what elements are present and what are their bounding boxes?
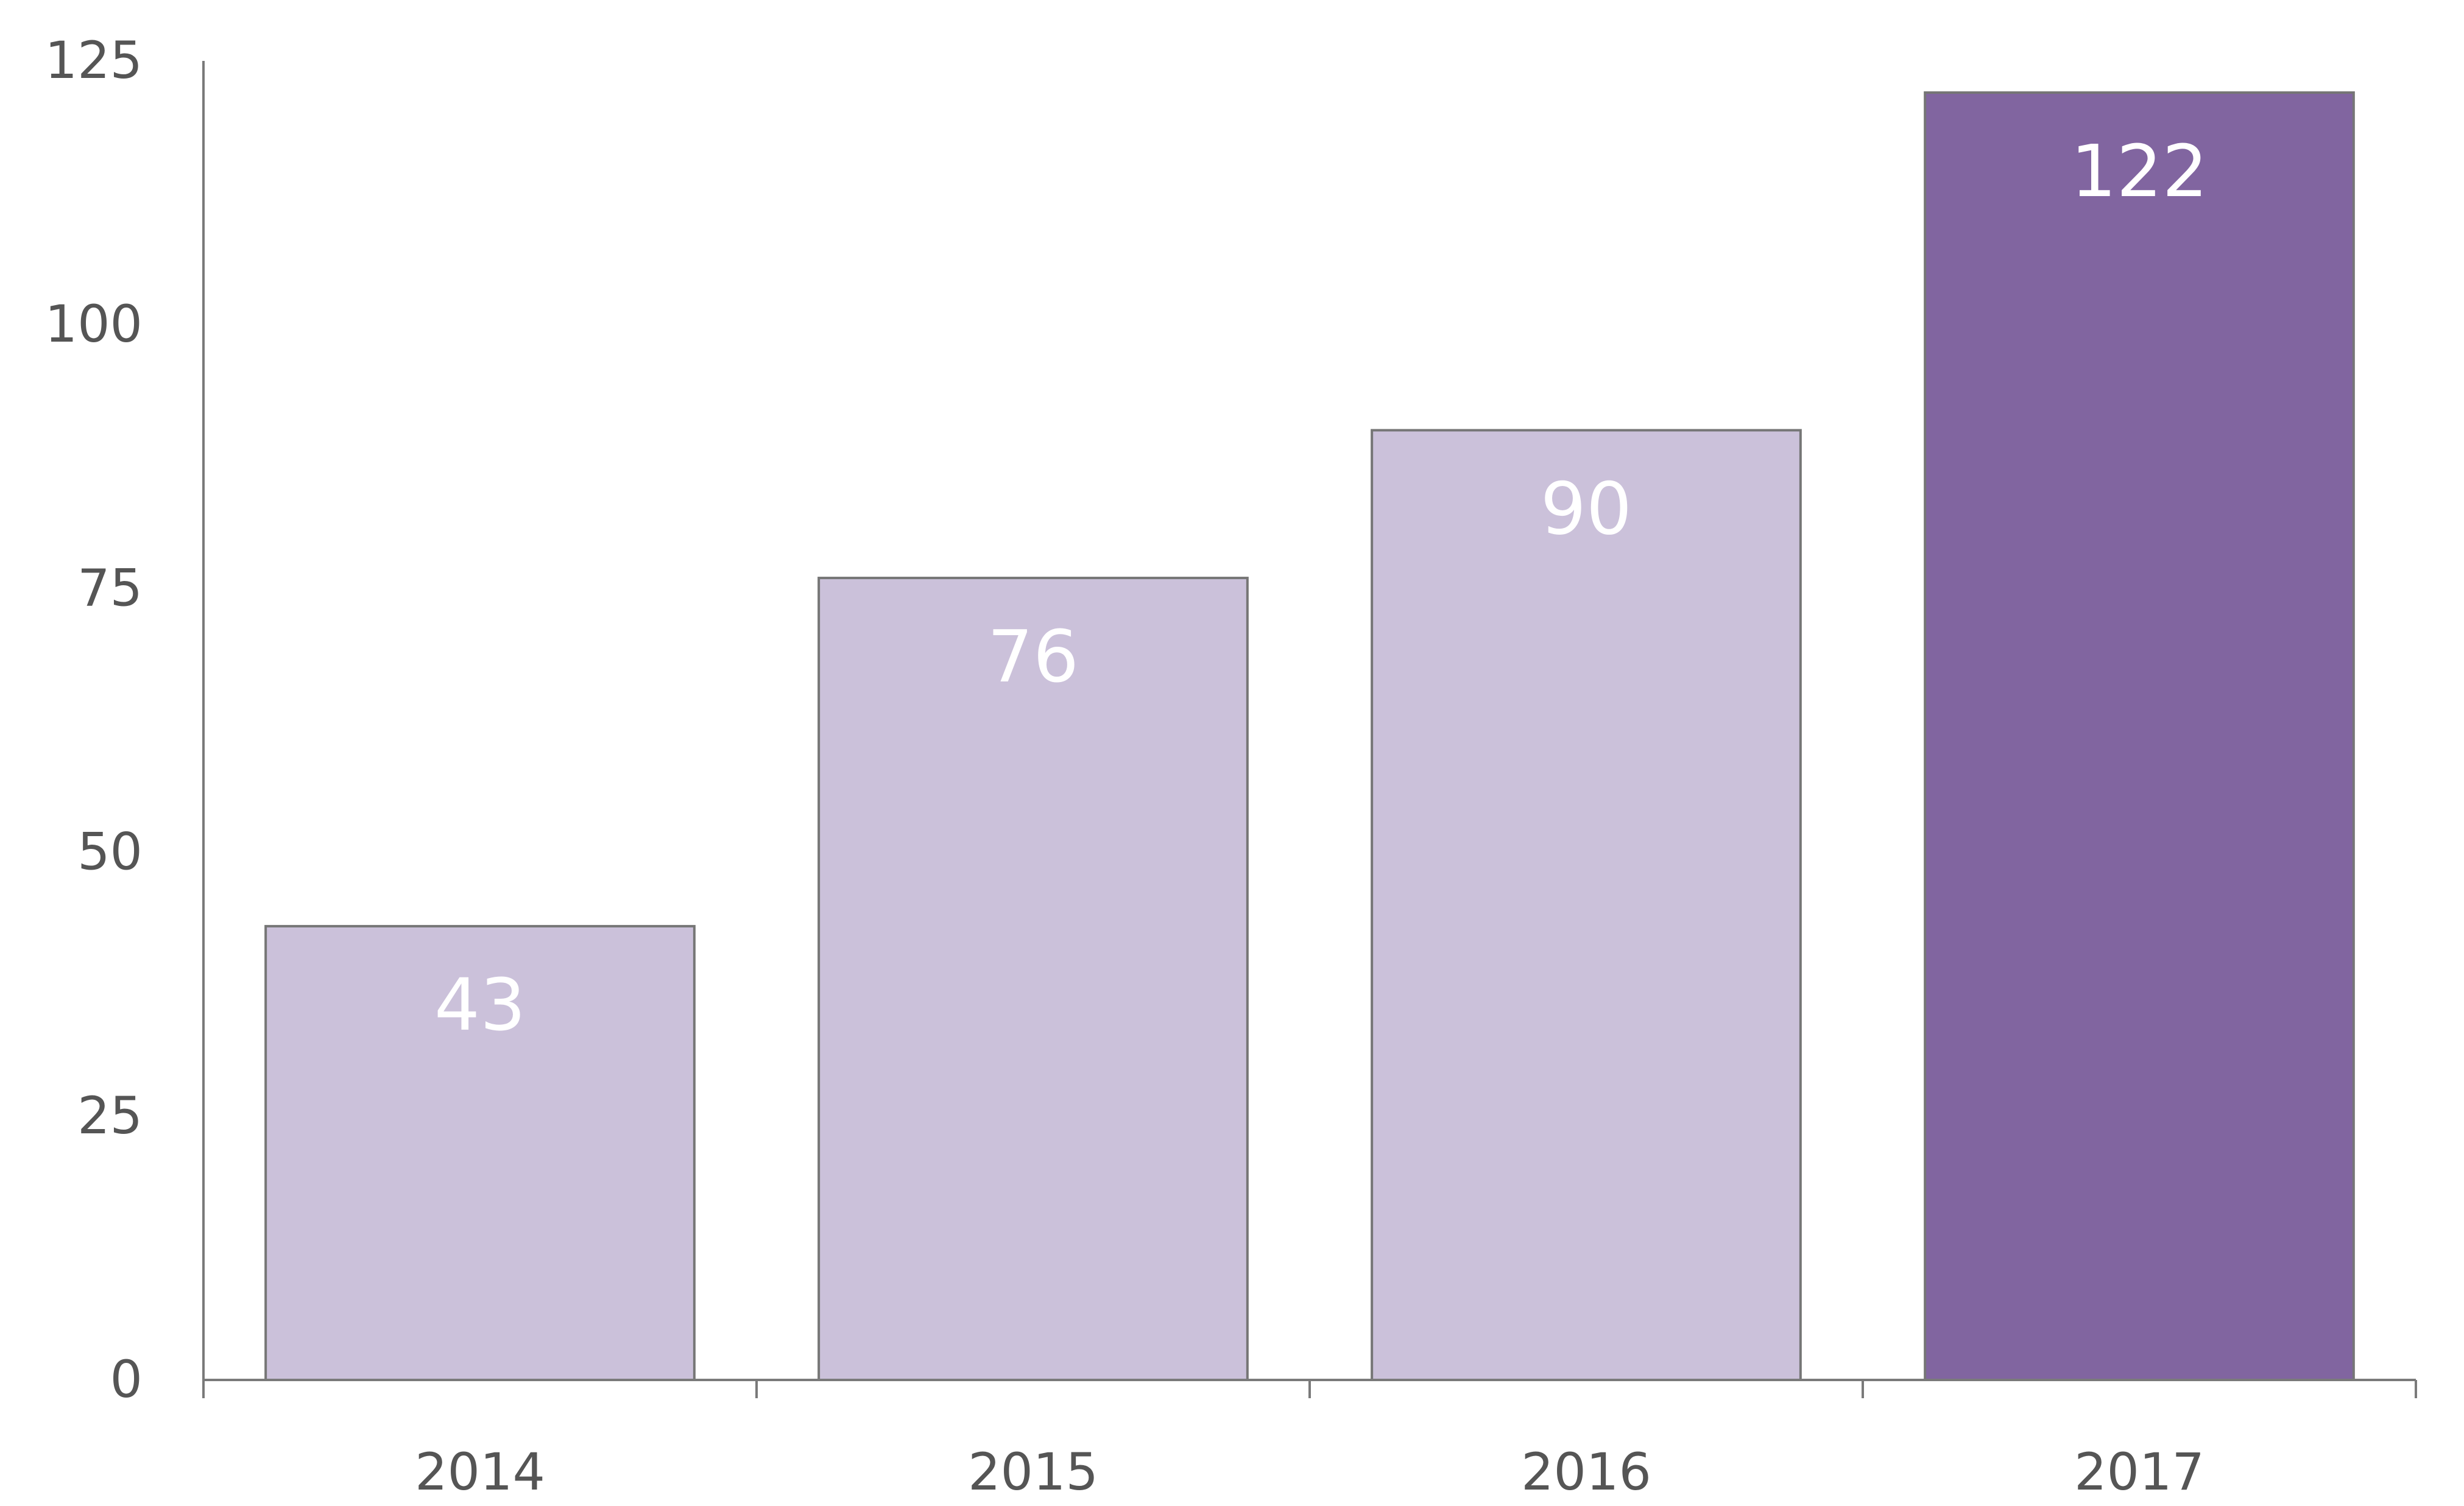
- bar-2015: [817, 577, 1249, 1381]
- y-tick-label: 125: [45, 30, 143, 90]
- x-axis-labels: 2014 2015 2016 2017: [415, 1442, 2205, 1502]
- y-tick-label: 0: [110, 1349, 143, 1409]
- x-axis-ticks: [202, 1380, 2417, 1398]
- x-tick-label-2017: 2017: [2074, 1442, 2205, 1502]
- y-tick-label: 50: [77, 822, 143, 882]
- data-label-2016: 90: [1541, 466, 1632, 551]
- y-tick-label: 100: [45, 294, 143, 354]
- data-labels: 43 76 90 122: [434, 129, 2208, 1047]
- bars: [264, 91, 2355, 1382]
- bar-2016: [1371, 429, 1802, 1381]
- bar-2014: [264, 924, 696, 1381]
- x-tick-label-2015: 2015: [968, 1442, 1098, 1502]
- data-label-2015: 76: [987, 614, 1079, 698]
- bar-2017: [1924, 91, 2355, 1382]
- y-axis-ticks: 0 25 50 75 100 125: [45, 30, 143, 1409]
- data-label-2017: 122: [2070, 129, 2208, 213]
- x-tick-label-2016: 2016: [1521, 1442, 1651, 1502]
- x-tick-label-2014: 2014: [415, 1442, 545, 1502]
- y-tick-label: 25: [77, 1086, 143, 1145]
- data-label-2014: 43: [434, 963, 526, 1047]
- y-tick-label: 75: [77, 558, 143, 618]
